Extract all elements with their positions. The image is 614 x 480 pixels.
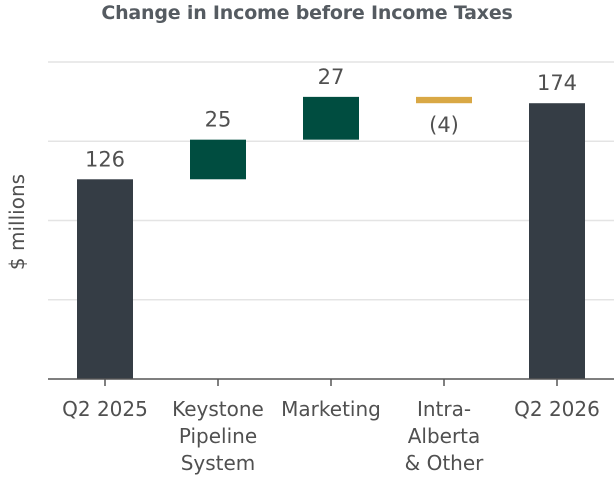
bar-1 bbox=[190, 139, 246, 180]
value-labels: 126 25 27 (4) 174 bbox=[85, 65, 577, 171]
bar-value-label-0: 126 bbox=[85, 147, 125, 171]
x-axis-ticks bbox=[104, 379, 558, 386]
bars bbox=[77, 96, 585, 380]
x-tick-label-1: Keystone Pipeline System bbox=[172, 397, 264, 475]
x-axis-tick-labels: Q2 2025 Keystone Pipeline System Marketing In… bbox=[62, 397, 600, 475]
bar-2 bbox=[303, 96, 359, 140]
x-tick-label-0: Q2 2025 bbox=[62, 397, 148, 421]
bar-value-label-1: 25 bbox=[205, 108, 232, 132]
bar-4 bbox=[529, 103, 585, 380]
bar-value-label-3: (4) bbox=[429, 113, 459, 137]
bar-value-label-2: 27 bbox=[318, 65, 345, 89]
x-tick-label-4: Q2 2026 bbox=[514, 397, 600, 421]
chart-title: Change in Income before Income Taxes bbox=[101, 2, 513, 24]
bar-3 bbox=[416, 96, 472, 104]
y-axis-label: $ millions bbox=[5, 174, 29, 270]
bar-0 bbox=[77, 179, 133, 379]
x-tick-label-2: Marketing bbox=[281, 397, 381, 421]
x-tick-label-3: Intra-Alberta & Other bbox=[405, 397, 485, 475]
gridlines bbox=[48, 61, 614, 301]
bar-value-label-4: 174 bbox=[537, 71, 577, 95]
